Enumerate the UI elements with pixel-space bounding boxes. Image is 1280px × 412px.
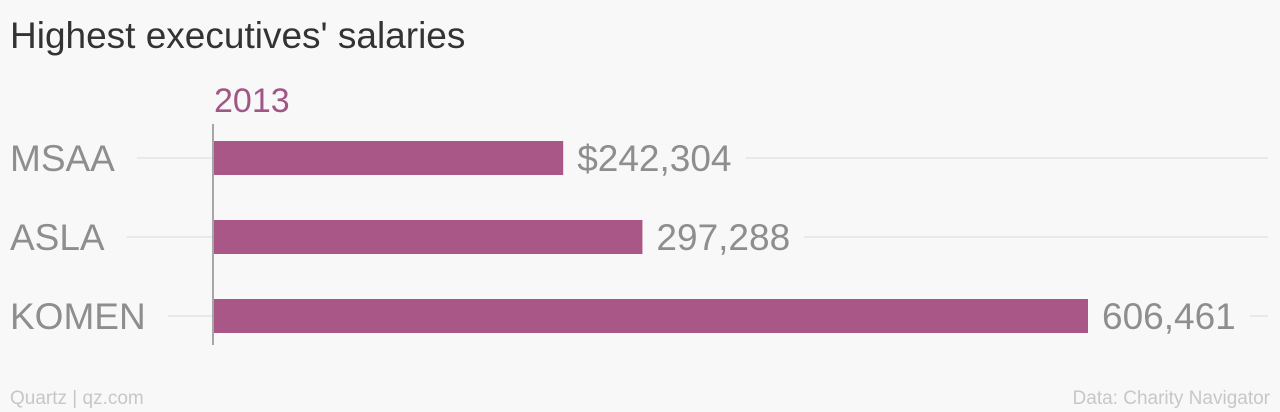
labels: MSAA $242,304 ASLA 297,288 KOMEN 606,461 [10,138,1236,337]
footer-credit: Quartz | qz.com [10,388,144,409]
bar [214,299,1088,333]
bar [214,141,564,175]
category-label: KOMEN [10,296,146,337]
bar [214,220,643,254]
bars [214,141,1088,333]
series-label: 2013 [214,82,290,120]
value-label: 606,461 [1102,296,1236,337]
chart-title: Highest executives' salaries [10,15,465,56]
category-label: MSAA [10,138,115,179]
footer-source: Data: Charity Navigator [1073,388,1271,409]
value-label: 297,288 [656,217,790,258]
gridlines [126,157,1268,317]
value-label: $242,304 [577,138,731,179]
category-label: ASLA [10,217,105,258]
